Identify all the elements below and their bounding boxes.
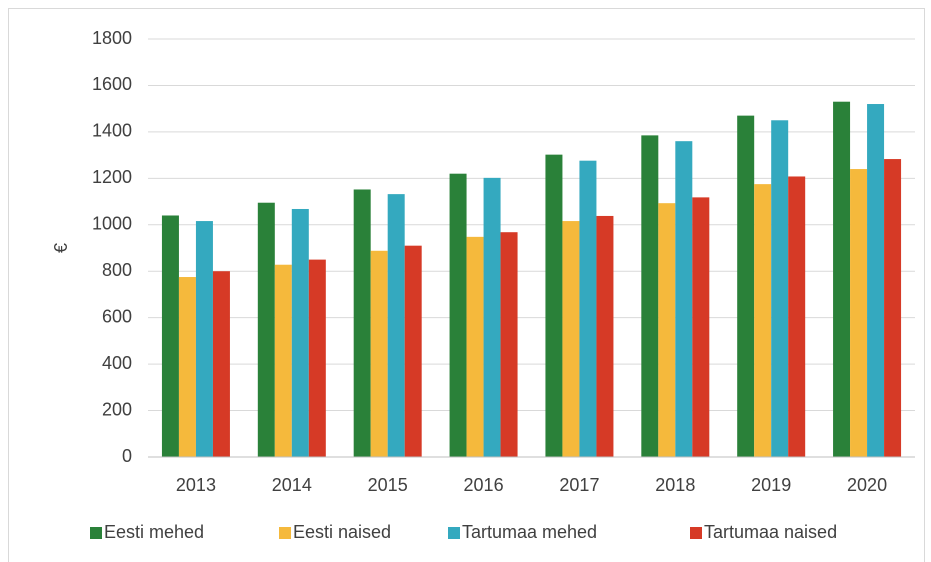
- y-tick-label: 400: [102, 353, 132, 373]
- legend-label: Tartumaa mehed: [462, 522, 597, 542]
- bar: [370, 250, 388, 457]
- bar: [291, 208, 309, 457]
- y-tick-label: 600: [102, 306, 132, 326]
- legend-label: Eesti mehed: [104, 522, 204, 542]
- bar: [353, 189, 371, 458]
- legend-swatch: [90, 527, 102, 539]
- bar: [737, 115, 755, 457]
- y-tick-label: 800: [102, 260, 132, 280]
- bar: [658, 203, 676, 457]
- y-tick-label: 1000: [92, 214, 132, 234]
- x-tick-label: 2016: [464, 475, 504, 495]
- bar: [833, 101, 851, 457]
- bar: [178, 277, 196, 457]
- bar: [754, 184, 772, 457]
- x-tick-label: 2017: [559, 475, 599, 495]
- legend-label: Tartumaa naised: [704, 522, 837, 542]
- bar: [884, 159, 902, 457]
- y-tick-label: 200: [102, 399, 132, 419]
- bar: [449, 173, 467, 457]
- y-tick-label: 1200: [92, 167, 132, 187]
- x-tick-label: 2019: [751, 475, 791, 495]
- bar: [562, 221, 580, 457]
- legend-label: Eesti naised: [293, 522, 391, 542]
- bar: [195, 221, 213, 457]
- y-axis-label: €: [51, 243, 71, 253]
- x-tick-label: 2013: [176, 475, 216, 495]
- bar: [308, 259, 326, 457]
- y-tick-label: 1600: [92, 74, 132, 94]
- bar: [483, 177, 501, 457]
- legend-swatch: [448, 527, 460, 539]
- bar: [466, 236, 484, 457]
- bar: [257, 202, 275, 457]
- bar: [545, 154, 563, 457]
- bar: [692, 197, 710, 457]
- x-tick-label: 2018: [655, 475, 695, 495]
- x-tick-label: 2014: [272, 475, 312, 495]
- x-tick-label: 2020: [847, 475, 887, 495]
- bar: [579, 160, 597, 457]
- bar: [850, 169, 868, 458]
- bar: [675, 141, 693, 457]
- bar: [641, 135, 659, 457]
- bar: [500, 232, 518, 457]
- bar: [387, 194, 405, 457]
- bar: [788, 176, 806, 457]
- chart-border: [8, 8, 925, 562]
- y-tick-label: 1400: [92, 121, 132, 141]
- legend-swatch: [690, 527, 702, 539]
- x-tick-label: 2015: [368, 475, 408, 495]
- legend-swatch: [279, 527, 291, 539]
- bar: [274, 264, 292, 457]
- y-tick-label: 1800: [92, 28, 132, 48]
- bar: [161, 215, 179, 457]
- bar: [867, 104, 885, 458]
- bar: [596, 215, 614, 457]
- bar: [404, 245, 422, 457]
- bar: [771, 120, 789, 458]
- bar: [212, 271, 230, 457]
- y-tick-label: 0: [122, 446, 132, 466]
